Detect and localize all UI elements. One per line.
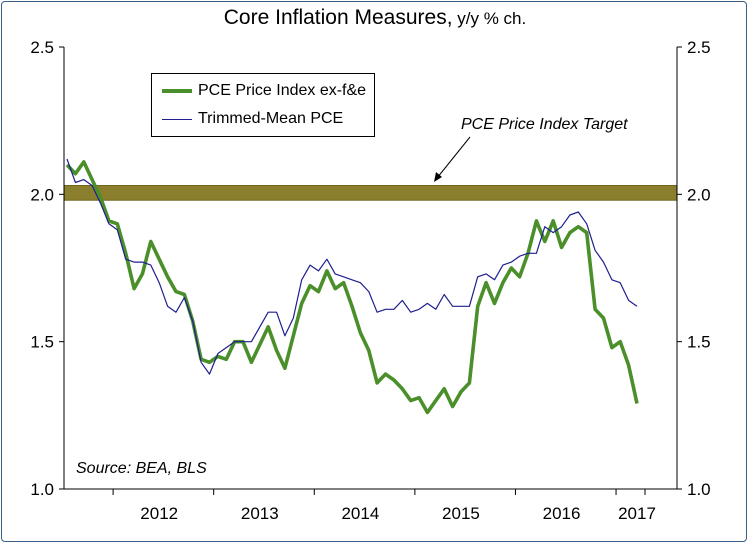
target-arrow-head [434,172,442,182]
legend-swatch-pce [162,89,192,93]
chart-title-main: Core Inflation Measures, [223,6,453,29]
target-arrow-layer [434,136,471,182]
legend-item-pce: PCE Price Index ex-f&e [162,79,366,103]
y-tick-label-left: 2.0 [30,185,54,204]
chart-title: Core Inflation Measures, y/y % ch. [0,6,750,30]
source-note: Source: BEA, BLS [76,460,207,477]
y-tick-label-right: 1.5 [687,333,711,352]
x-tick-label: 2012 [140,504,178,523]
chart-title-units: y/y % ch. [452,9,527,28]
y-tick-label-right: 2.0 [687,185,711,204]
series-layer [65,158,639,415]
target-arrow-line [436,136,471,179]
legend: PCE Price Index ex-f&e Trimmed-Mean PCE [151,73,375,137]
x-tick-label: 2015 [442,504,480,523]
y-tick-label-right: 2.5 [687,38,711,57]
target-band [63,184,678,201]
legend-swatch-trimmed [162,118,192,120]
series-line-trimmed [66,158,638,375]
axes-layer: 1.0 1.0 1.5 1.5 2.0 2.0 2.5 2.5 2012 2013 2014 2015… [30,38,710,523]
legend-item-trimmed: Trimmed-Mean PCE [162,107,343,131]
x-tick-label: 2017 [618,504,656,523]
legend-label-pce: PCE Price Index ex-f&e [198,82,367,99]
legend-label-trimmed: Trimmed-Mean PCE [198,110,344,127]
target-band-layer [63,184,678,201]
y-tick-label-left: 1.0 [30,480,54,499]
x-tick-label: 2016 [543,504,581,523]
target-annotation: PCE Price Index Target [461,116,628,133]
x-tick-label: 2013 [241,504,279,523]
y-tick-label-left: 1.5 [30,333,54,352]
x-tick-label: 2014 [341,504,379,523]
y-tick-label-left: 2.5 [30,38,54,57]
y-tick-label-right: 1.0 [687,480,711,499]
